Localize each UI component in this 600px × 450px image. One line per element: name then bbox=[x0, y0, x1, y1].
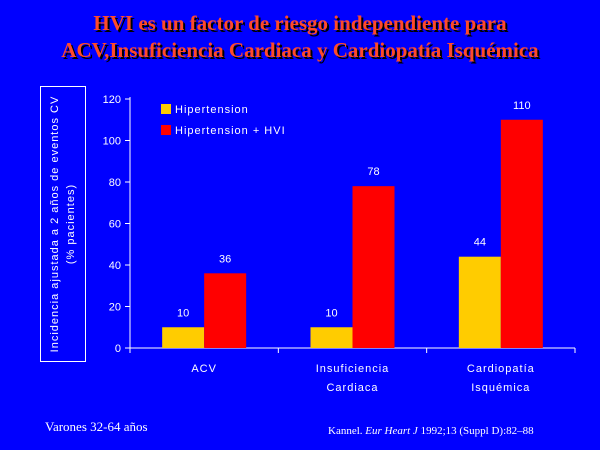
legend-swatch bbox=[161, 125, 171, 135]
population-note: Varones 32-64 años bbox=[45, 419, 148, 434]
y-tick-label: 0 bbox=[115, 343, 121, 355]
data-label: 110 bbox=[513, 100, 531, 112]
category-label: Cardiopatía bbox=[467, 363, 535, 375]
y-tick-label: 40 bbox=[109, 260, 121, 272]
y-axis-label-box: Incidencia ajustada a 2 años de eventos … bbox=[40, 86, 86, 362]
category-label: Insuficiencia bbox=[316, 363, 390, 375]
bar bbox=[162, 327, 205, 348]
slide-title: HVI es un factor de riesgo independiente… bbox=[0, 10, 600, 64]
citation: Kannel. Eur Heart J 1992;13 (Suppl D):82… bbox=[328, 425, 534, 437]
title-line-1: HVI es un factor de riesgo independiente… bbox=[93, 11, 507, 35]
bar bbox=[310, 327, 353, 348]
bar bbox=[352, 186, 395, 348]
y-tick-label: 60 bbox=[109, 219, 121, 231]
citation-rest: 1992;13 (Suppl D):82–88 bbox=[420, 425, 534, 437]
citation-author: Kannel. bbox=[328, 425, 363, 437]
y-tick-label: 120 bbox=[103, 94, 121, 106]
data-label: 36 bbox=[219, 253, 231, 265]
bar bbox=[500, 119, 543, 348]
category-label: Cardiaca bbox=[326, 382, 378, 394]
title-line-2: ACV,Insuficiencia Cardiaca y Cardiopatía… bbox=[61, 38, 539, 62]
legend-label: Hipertension + HVI bbox=[175, 125, 286, 137]
legend-swatch bbox=[161, 104, 171, 114]
data-label: 10 bbox=[177, 307, 189, 319]
category-label: ACV bbox=[191, 363, 217, 375]
data-label: 44 bbox=[474, 237, 486, 249]
y-tick-label: 80 bbox=[109, 177, 121, 189]
bar bbox=[204, 273, 247, 348]
citation-journal: Eur Heart J bbox=[365, 425, 418, 437]
legend-label: Hipertension bbox=[175, 104, 249, 116]
category-label: Isquémica bbox=[471, 382, 530, 394]
data-label: 10 bbox=[325, 307, 337, 319]
y-tick-label: 100 bbox=[103, 136, 121, 148]
y-tick-label: 20 bbox=[109, 302, 121, 314]
data-label: 78 bbox=[367, 166, 379, 178]
bar bbox=[458, 256, 501, 348]
